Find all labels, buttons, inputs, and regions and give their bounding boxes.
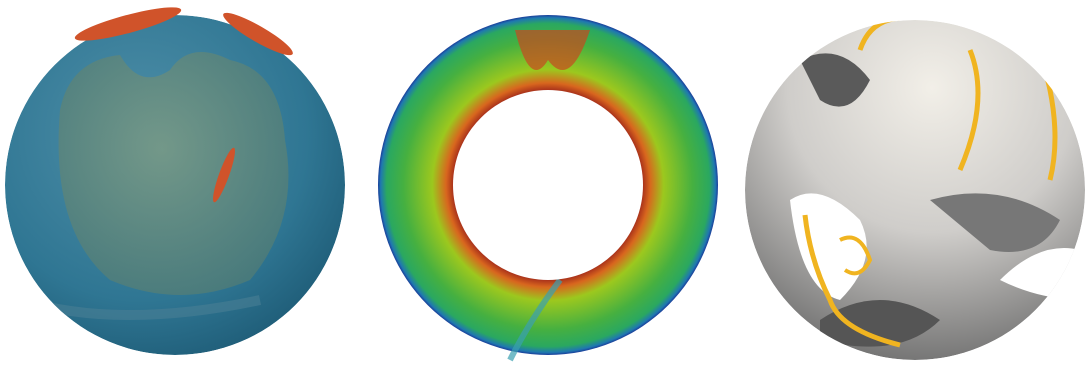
middle-slice xyxy=(378,15,718,360)
page: (() => { const data = JSON.parse(documen… xyxy=(0,0,1085,365)
scene xyxy=(0,0,1085,365)
right-sphere xyxy=(745,14,1085,360)
left-sphere xyxy=(5,15,345,355)
